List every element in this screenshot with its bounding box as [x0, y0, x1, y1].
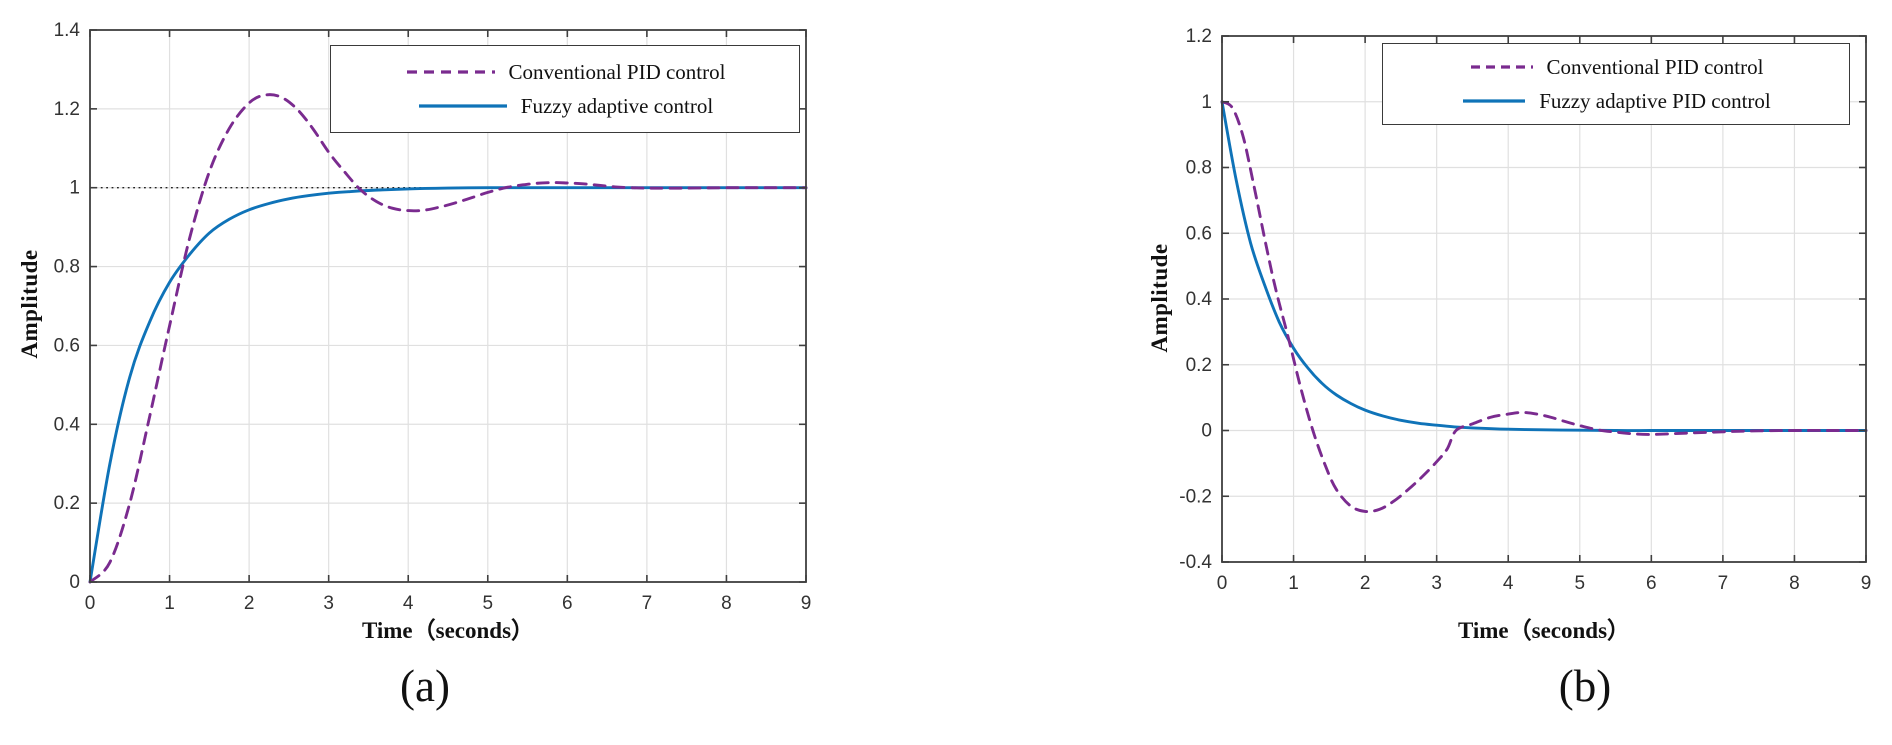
chart-a-x-axis-label: Time（seconds） [361, 618, 535, 643]
dashed-line-swatch [406, 70, 495, 74]
series-fuzzy-adaptive-pid-control [1220, 100, 1868, 432]
x-tick-label: 6 [562, 593, 573, 614]
chart-b-legend: Conventional PID control Fuzzy adaptive … [1382, 43, 1850, 125]
x-tick-label: 1 [1288, 573, 1299, 594]
y-tick-label: -0.2 [1179, 486, 1212, 507]
chart-a-y-axis-label: Amplitude [17, 249, 42, 359]
x-tick-label: 9 [1861, 573, 1872, 594]
x-tick-label: 5 [482, 593, 493, 614]
y-tick-label: 0.8 [54, 257, 80, 278]
y-tick-label: 1.4 [54, 20, 81, 41]
x-tick-label: 3 [323, 593, 334, 614]
x-tick-label: 6 [1646, 573, 1657, 594]
series-conventional-pid-control [1220, 100, 1868, 513]
solid-line-swatch [418, 104, 507, 108]
y-tick-label: 0.2 [1186, 355, 1212, 376]
x-tick-label: 0 [1217, 573, 1228, 594]
chart-a-figure: 0 1 2 3 4 5 6 7 8 9 0 0.2 0.4 0.6 0.8 1 1.2 1.4 Amplitude… [0, 0, 860, 745]
y-tick-label: 1.2 [1186, 26, 1212, 47]
y-tick-label: 0.6 [54, 335, 80, 356]
legend-label-fuzzy-adaptive-pid: Fuzzy adaptive PID control [1539, 88, 1771, 113]
chart-b-caption: (b) [1558, 661, 1612, 711]
x-tick-label: 5 [1574, 573, 1585, 594]
chart-b-x-axis-label: Time（seconds） [1457, 618, 1631, 643]
x-tick-label: 9 [801, 593, 812, 614]
legend-label-fuzzy-adaptive: Fuzzy adaptive control [520, 93, 714, 118]
y-tick-label: 0 [69, 572, 80, 593]
plot-frame [89, 29, 807, 583]
y-tick-label: 0.2 [54, 493, 80, 514]
x-tick-label: 1 [164, 593, 175, 614]
chart-a-caption: (a) [400, 661, 450, 711]
legend-label-conventional-pid: Conventional PID control [1546, 54, 1764, 79]
x-tick-label: 7 [642, 593, 653, 614]
x-tick-label: 7 [1718, 573, 1729, 594]
legend-entry-fuzzy-adaptive: Fuzzy adaptive control [331, 94, 799, 119]
series-conventional-pid-control [88, 93, 808, 584]
y-tick-label: -0.4 [1179, 552, 1212, 573]
x-tick-label: 0 [85, 593, 96, 614]
y-tick-label: 1 [1201, 92, 1212, 113]
x-tick-label: 4 [1503, 573, 1514, 594]
chart-b-y-axis-label: Amplitude [1147, 243, 1172, 353]
y-tick-label: 0 [1201, 421, 1212, 442]
legend-entry-fuzzy-adaptive-pid: Fuzzy adaptive PID control [1383, 89, 1849, 114]
chart-a-legend: Conventional PID control Fuzzy adaptive … [330, 45, 800, 133]
x-tick-label: 4 [403, 593, 414, 614]
x-tick-label: 2 [1360, 573, 1371, 594]
y-tick-label: 0.4 [54, 414, 81, 435]
y-tick-label: 0.4 [1186, 289, 1213, 310]
legend-label-conventional-pid: Conventional PID control [508, 59, 726, 84]
y-tick-label: 0.6 [1186, 223, 1212, 244]
dashed-line-swatch [1470, 65, 1533, 69]
y-tick-label: 1.2 [54, 99, 80, 120]
series-fuzzy-adaptive-control [88, 186, 808, 584]
legend-entry-conventional-pid: Conventional PID control [331, 60, 799, 85]
solid-line-swatch [1463, 99, 1526, 103]
x-tick-label: 3 [1431, 573, 1442, 594]
chart-b-figure: 0 1 2 3 4 5 6 7 8 9 -0.4 -0.2 0 0.2 0.4 0.6 0.8 1 1.2 Ampl… [1130, 0, 1892, 745]
x-tick-label: 8 [1789, 573, 1800, 594]
legend-entry-conventional-pid: Conventional PID control [1383, 55, 1849, 80]
y-tick-label: 1 [69, 178, 80, 199]
x-tick-label: 2 [244, 593, 255, 614]
y-tick-label: 0.8 [1186, 158, 1212, 179]
x-tick-label: 8 [721, 593, 732, 614]
